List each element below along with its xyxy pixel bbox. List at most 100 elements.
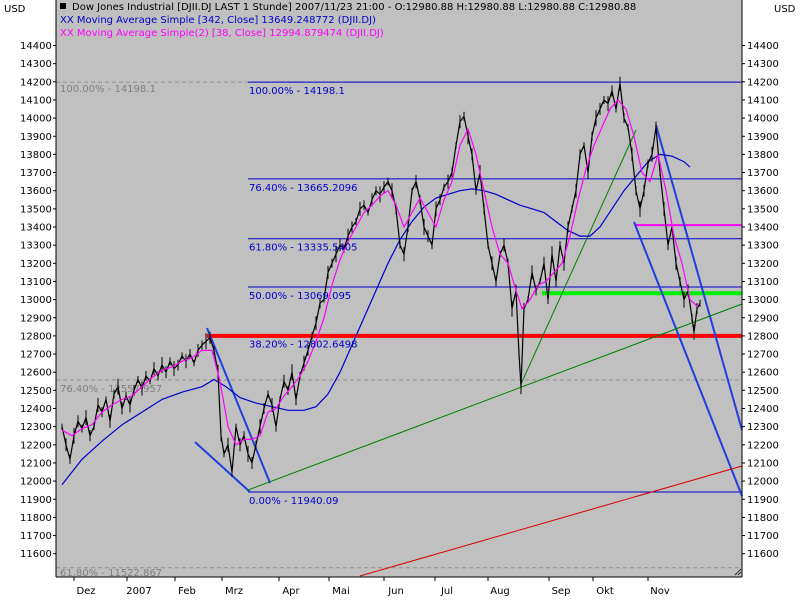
y-tick-label-right-21: 12300	[747, 422, 779, 433]
x-tick-label-6: Jun	[387, 586, 404, 597]
y-tick-label-right-18: 12600	[747, 368, 779, 379]
ma38-layer	[61, 98, 699, 446]
fib-label-0: 100.00% - 14198.1	[249, 86, 345, 97]
chart-title: Dow Jones Industrial [DJII.DJ LAST 1 Stu…	[72, 2, 636, 13]
legend-ma38[interactable]: XX Moving Average Simple(2) [38, Close] …	[60, 28, 384, 39]
y-tick-label-right-28: 11600	[747, 549, 779, 560]
title-marker-icon	[60, 3, 66, 9]
y-tick-label-left-8: 13600	[20, 186, 52, 197]
y-tick-label-right-24: 12000	[747, 477, 779, 488]
y-tick-label-left-27: 11700	[20, 531, 52, 542]
y-tick-label-right-5: 13900	[747, 132, 779, 143]
green-uptrend-long	[247, 303, 743, 491]
y-tick-label-right-4: 14000	[747, 114, 779, 125]
x-tick-label-7: Jul	[440, 586, 453, 597]
y-tick-label-left-15: 12900	[20, 313, 52, 324]
y-tick-label-left-26: 11800	[20, 513, 52, 524]
fib-label-5: 0.00% - 11940.09	[249, 496, 338, 507]
y-tick-label-right-2: 14200	[747, 77, 779, 88]
x-tick-label-4: Apr	[282, 586, 300, 597]
y-tick-label-left-4: 14000	[20, 114, 52, 125]
y-tick-label-left-23: 12100	[20, 458, 52, 469]
y-tick-label-right-3: 14100	[747, 95, 779, 106]
old-fib-label-1: 76.40% - 12557.957	[60, 384, 162, 395]
y-tick-label-right-27: 11700	[747, 531, 779, 542]
y-tick-label-left-9: 13500	[20, 204, 52, 215]
x-tick-label-10: Okt	[596, 586, 614, 597]
x-tick-label-1: 2007	[126, 586, 151, 597]
blue-channel-feb	[194, 441, 251, 493]
y-tick-label-right-10: 13400	[747, 223, 779, 234]
green-uptrend-aug	[520, 129, 637, 385]
y-tick-label-right-0: 14400	[747, 41, 779, 52]
fib-label-4: 38.20% - 12802.6498	[249, 339, 358, 350]
y-tick-label-left-7: 13700	[20, 168, 52, 179]
currency-left-label: USD	[4, 4, 26, 15]
y-axis-left: 14400 14300 14200 14100 14000 13900 13800 13700…	[20, 41, 56, 560]
y-tick-label-right-22: 12200	[747, 440, 779, 451]
y-tick-label-left-11: 13300	[20, 241, 52, 252]
fib-label-2: 61.80% - 13335.5405	[249, 243, 358, 254]
y-tick-label-left-6: 13800	[20, 150, 52, 161]
y-axis-right: 14400 14300 14200 14100 14000 13900 13800 13700…	[742, 41, 779, 560]
y-tick-label-left-13: 13100	[20, 277, 52, 288]
y-tick-label-left-10: 13400	[20, 223, 52, 234]
red-uptrend-long	[359, 465, 743, 577]
y-tick-label-left-21: 12300	[20, 422, 52, 433]
x-tick-label-3: Mrz	[225, 586, 243, 597]
y-tick-label-right-14: 13000	[747, 295, 779, 306]
resize-grip-icon[interactable]	[734, 568, 742, 576]
x-tick-label-9: Sep	[552, 586, 571, 597]
y-tick-label-left-18: 12600	[20, 368, 52, 379]
y-tick-label-left-25: 11900	[20, 495, 52, 506]
x-tick-label-5: Mai	[332, 586, 350, 597]
blue-downtrend-feb	[206, 327, 271, 484]
y-tick-label-right-9: 13500	[747, 204, 779, 215]
y-tick-label-left-19: 12500	[20, 386, 52, 397]
blue-downtrend-oct-lower	[633, 221, 743, 497]
y-tick-label-left-12: 13200	[20, 259, 52, 270]
y-tick-label-left-16: 12800	[20, 331, 52, 342]
y-tick-label-left-2: 14200	[20, 77, 52, 88]
y-tick-label-right-15: 12900	[747, 313, 779, 324]
y-tick-label-right-13: 13100	[747, 277, 779, 288]
x-tick-label-2: Feb	[178, 586, 196, 597]
y-tick-label-left-3: 14100	[20, 95, 52, 106]
y-tick-label-left-22: 12200	[20, 440, 52, 451]
y-tick-label-right-12: 13200	[747, 259, 779, 270]
fib-labels: 100.00% - 14198.1 76.40% - 13665.2096 61.8…	[249, 86, 358, 507]
x-tick-label-11: Nov	[650, 586, 670, 597]
y-tick-label-right-11: 13300	[747, 241, 779, 252]
price-layer	[61, 76, 701, 478]
y-tick-label-left-14: 13000	[20, 295, 52, 306]
fib-label-1: 76.40% - 13665.2096	[249, 183, 358, 194]
old-fib-label-0: 100.00% - 14198.1	[60, 84, 156, 95]
y-tick-label-right-26: 11800	[747, 513, 779, 524]
y-tick-label-right-19: 12500	[747, 386, 779, 397]
y-tick-label-right-7: 13700	[747, 168, 779, 179]
y-tick-label-right-1: 14300	[747, 59, 779, 70]
plot-background[interactable]	[56, 0, 742, 577]
y-tick-label-left-20: 12400	[20, 404, 52, 415]
ma342-layer	[61, 153, 691, 486]
y-tick-label-right-17: 12700	[747, 350, 779, 361]
y-tick-label-right-23: 12100	[747, 458, 779, 469]
y-tick-label-right-8: 13600	[747, 186, 779, 197]
fib-label-3: 50.00% - 13069.095	[249, 291, 351, 302]
legend-ma342[interactable]: XX Moving Average Simple [342, Close] 13…	[60, 15, 376, 26]
trend-lines	[194, 124, 743, 577]
blue-downtrend-oct	[655, 124, 743, 431]
y-tick-label-right-16: 12800	[747, 331, 779, 342]
y-tick-label-left-5: 13900	[20, 132, 52, 143]
y-tick-label-left-28: 11600	[20, 549, 52, 560]
ma342-line	[61, 153, 691, 486]
y-tick-label-left-1: 14300	[20, 59, 52, 70]
x-tick-label-8: Aug	[490, 586, 510, 597]
x-axis: Dez 2007 Feb Mrz Apr Mai Jun Jul Aug Sep Okt Nov	[73, 577, 670, 597]
y-tick-label-left-17: 12700	[20, 350, 52, 361]
currency-right-label: USD	[774, 4, 796, 15]
x-tick-label-0: Dez	[76, 586, 95, 597]
ma38-line	[61, 98, 699, 446]
